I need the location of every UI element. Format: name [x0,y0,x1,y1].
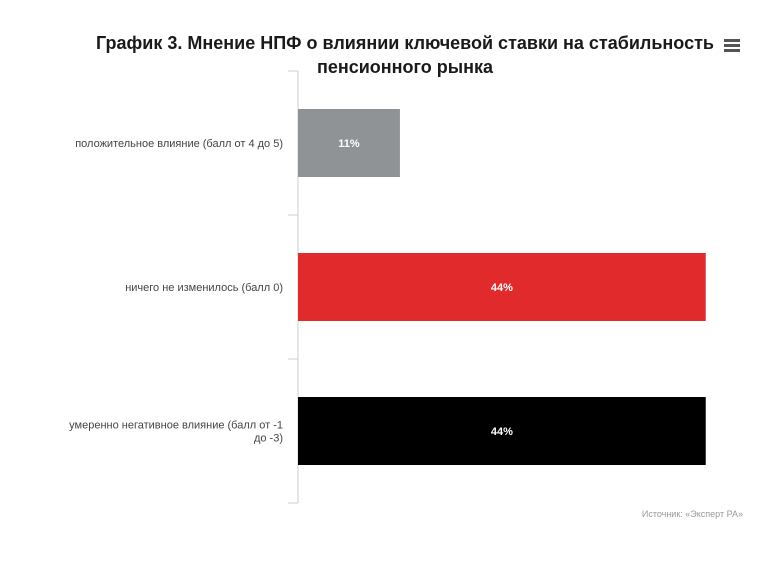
bar[interactable] [298,253,706,321]
data-label: 44% [491,426,513,438]
menu-bar-bottom [724,49,740,52]
menu-bar-top [724,39,740,42]
bar[interactable] [298,109,400,177]
menu-bar-middle [724,44,740,47]
category-label: умеренно негативное влияние (балл от -1 д… [69,420,283,445]
bar[interactable] [298,397,706,465]
category-label: положительное влияние (балл от 4 до 5) [75,138,283,150]
data-label: 44% [491,282,513,294]
hamburger-menu-icon[interactable] [720,34,744,56]
data-label: 11% [338,138,360,150]
chart-title: График 3. Мнение НПФ о влиянии ключевой … [96,33,714,77]
source-credit[interactable]: Источник: «Эксперт РА» [641,509,743,519]
category-label: ничего не изменилось (балл 0) [125,282,283,294]
